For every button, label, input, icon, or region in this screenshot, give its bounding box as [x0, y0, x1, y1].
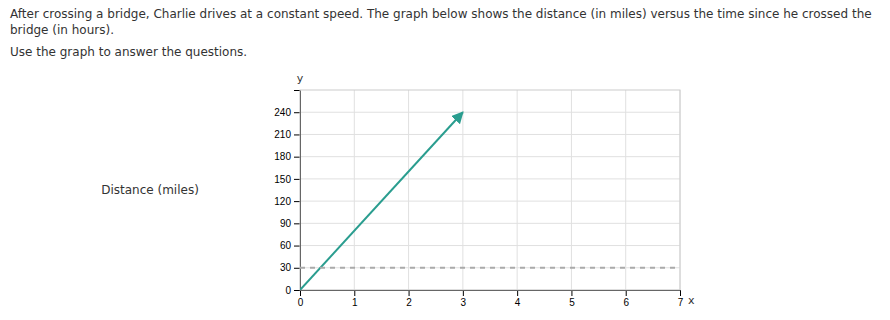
- line: [300, 112, 463, 290]
- grid-line-y: [300, 267, 680, 268]
- y-tick-label: 0: [285, 285, 291, 296]
- y-tick: 90: [280, 218, 300, 229]
- y-tick-mark: [294, 179, 300, 180]
- x-tick: 3: [461, 290, 467, 308]
- y-axis: 0 30 60 90 120 150 180 210 240: [274, 91, 300, 296]
- grid-line-y: [300, 245, 680, 246]
- x-tick: 5: [569, 290, 575, 308]
- x-tick: 7: [678, 290, 684, 308]
- y-tick-mark: [294, 246, 300, 247]
- x-tick-label: 5: [569, 297, 575, 308]
- grid-line-x: [571, 90, 572, 290]
- y-tick-label: 30: [280, 262, 292, 273]
- x-tick-mark: [409, 290, 410, 296]
- x-tick-label: 2: [406, 297, 412, 308]
- y-tick-mark: [294, 112, 300, 113]
- x-tick: 0: [298, 290, 304, 308]
- grid-line-x: [625, 90, 626, 290]
- grid-line-y: [300, 223, 680, 224]
- grid-line-y: [300, 112, 680, 113]
- x-tick: 6: [623, 290, 629, 308]
- x-tick-mark: [626, 290, 627, 296]
- x-tick-mark: [463, 290, 464, 296]
- line: [300, 267, 680, 269]
- grid-line-x: [408, 90, 409, 290]
- x-tick-label: 6: [623, 297, 629, 308]
- grid-line-x: [462, 90, 463, 290]
- chart: After crossing a bridge, Charlie drives …: [0, 0, 890, 320]
- y-tick-mark: [294, 134, 300, 135]
- plot-area: 0 1 2 3 4 5 6 7 0 30 60 90 120 150 180 210 240: [274, 90, 683, 308]
- x-tick-mark: [517, 290, 518, 296]
- marks: [300, 112, 680, 290]
- y-tick-mark: [294, 290, 300, 291]
- y-tick-label: 240: [274, 107, 291, 118]
- y-tick: 150: [274, 174, 300, 185]
- y-tick-label: 90: [280, 218, 292, 229]
- x-tick-label: 7: [678, 297, 684, 308]
- grid-line-x: [517, 90, 518, 290]
- y-tick: 240: [274, 107, 300, 118]
- x-tick-label: 3: [461, 297, 467, 308]
- y-tick: 180: [274, 151, 300, 162]
- x-tick-label: 4: [515, 297, 521, 308]
- x-tick: 1: [352, 290, 358, 308]
- y-tick-mark: [294, 201, 300, 202]
- y-tick-label: 210: [274, 129, 291, 140]
- grid-line-y: [300, 134, 680, 135]
- subtitle: Use the graph to answer the questions.: [10, 45, 247, 59]
- y-tick-mark: [294, 157, 300, 158]
- x-tick-label: 1: [352, 297, 358, 308]
- y-tick: 0: [285, 285, 300, 296]
- y-tick-label: 60: [280, 240, 292, 251]
- x-axis: 0 1 2 3 4 5 6 7: [298, 290, 684, 308]
- grid: [300, 90, 680, 290]
- grid-line-x: [354, 90, 355, 290]
- annotation: Distance (miles): [101, 183, 199, 197]
- y-tick-mark: [294, 268, 300, 269]
- x-axis-line: [301, 291, 681, 297]
- x-tick: 4: [515, 290, 521, 308]
- y-tick: 60: [280, 240, 300, 251]
- y-tick-label: 120: [274, 196, 291, 207]
- y-tick-label: 150: [274, 174, 291, 185]
- y-tick: 120: [274, 196, 300, 207]
- title: After crossing a bridge, Charlie drives …: [10, 7, 875, 37]
- x-axis-label: x: [688, 294, 695, 307]
- x-tick-mark: [571, 290, 572, 296]
- grid-line-y: [300, 156, 680, 157]
- grid-line-y: [300, 201, 680, 202]
- x-tick-mark: [354, 290, 355, 296]
- y-tick: 210: [274, 129, 300, 140]
- y-tick: 30: [280, 262, 300, 273]
- plot-frame: [300, 90, 680, 290]
- x-tick-mark: [680, 290, 681, 296]
- x-tick: 2: [406, 290, 412, 308]
- grid-line-y: [300, 178, 680, 179]
- y-axis-label: y: [297, 72, 304, 85]
- y-tick-mark: [294, 223, 300, 224]
- y-tick-label: 180: [274, 151, 291, 162]
- x-tick-label: 0: [298, 297, 304, 308]
